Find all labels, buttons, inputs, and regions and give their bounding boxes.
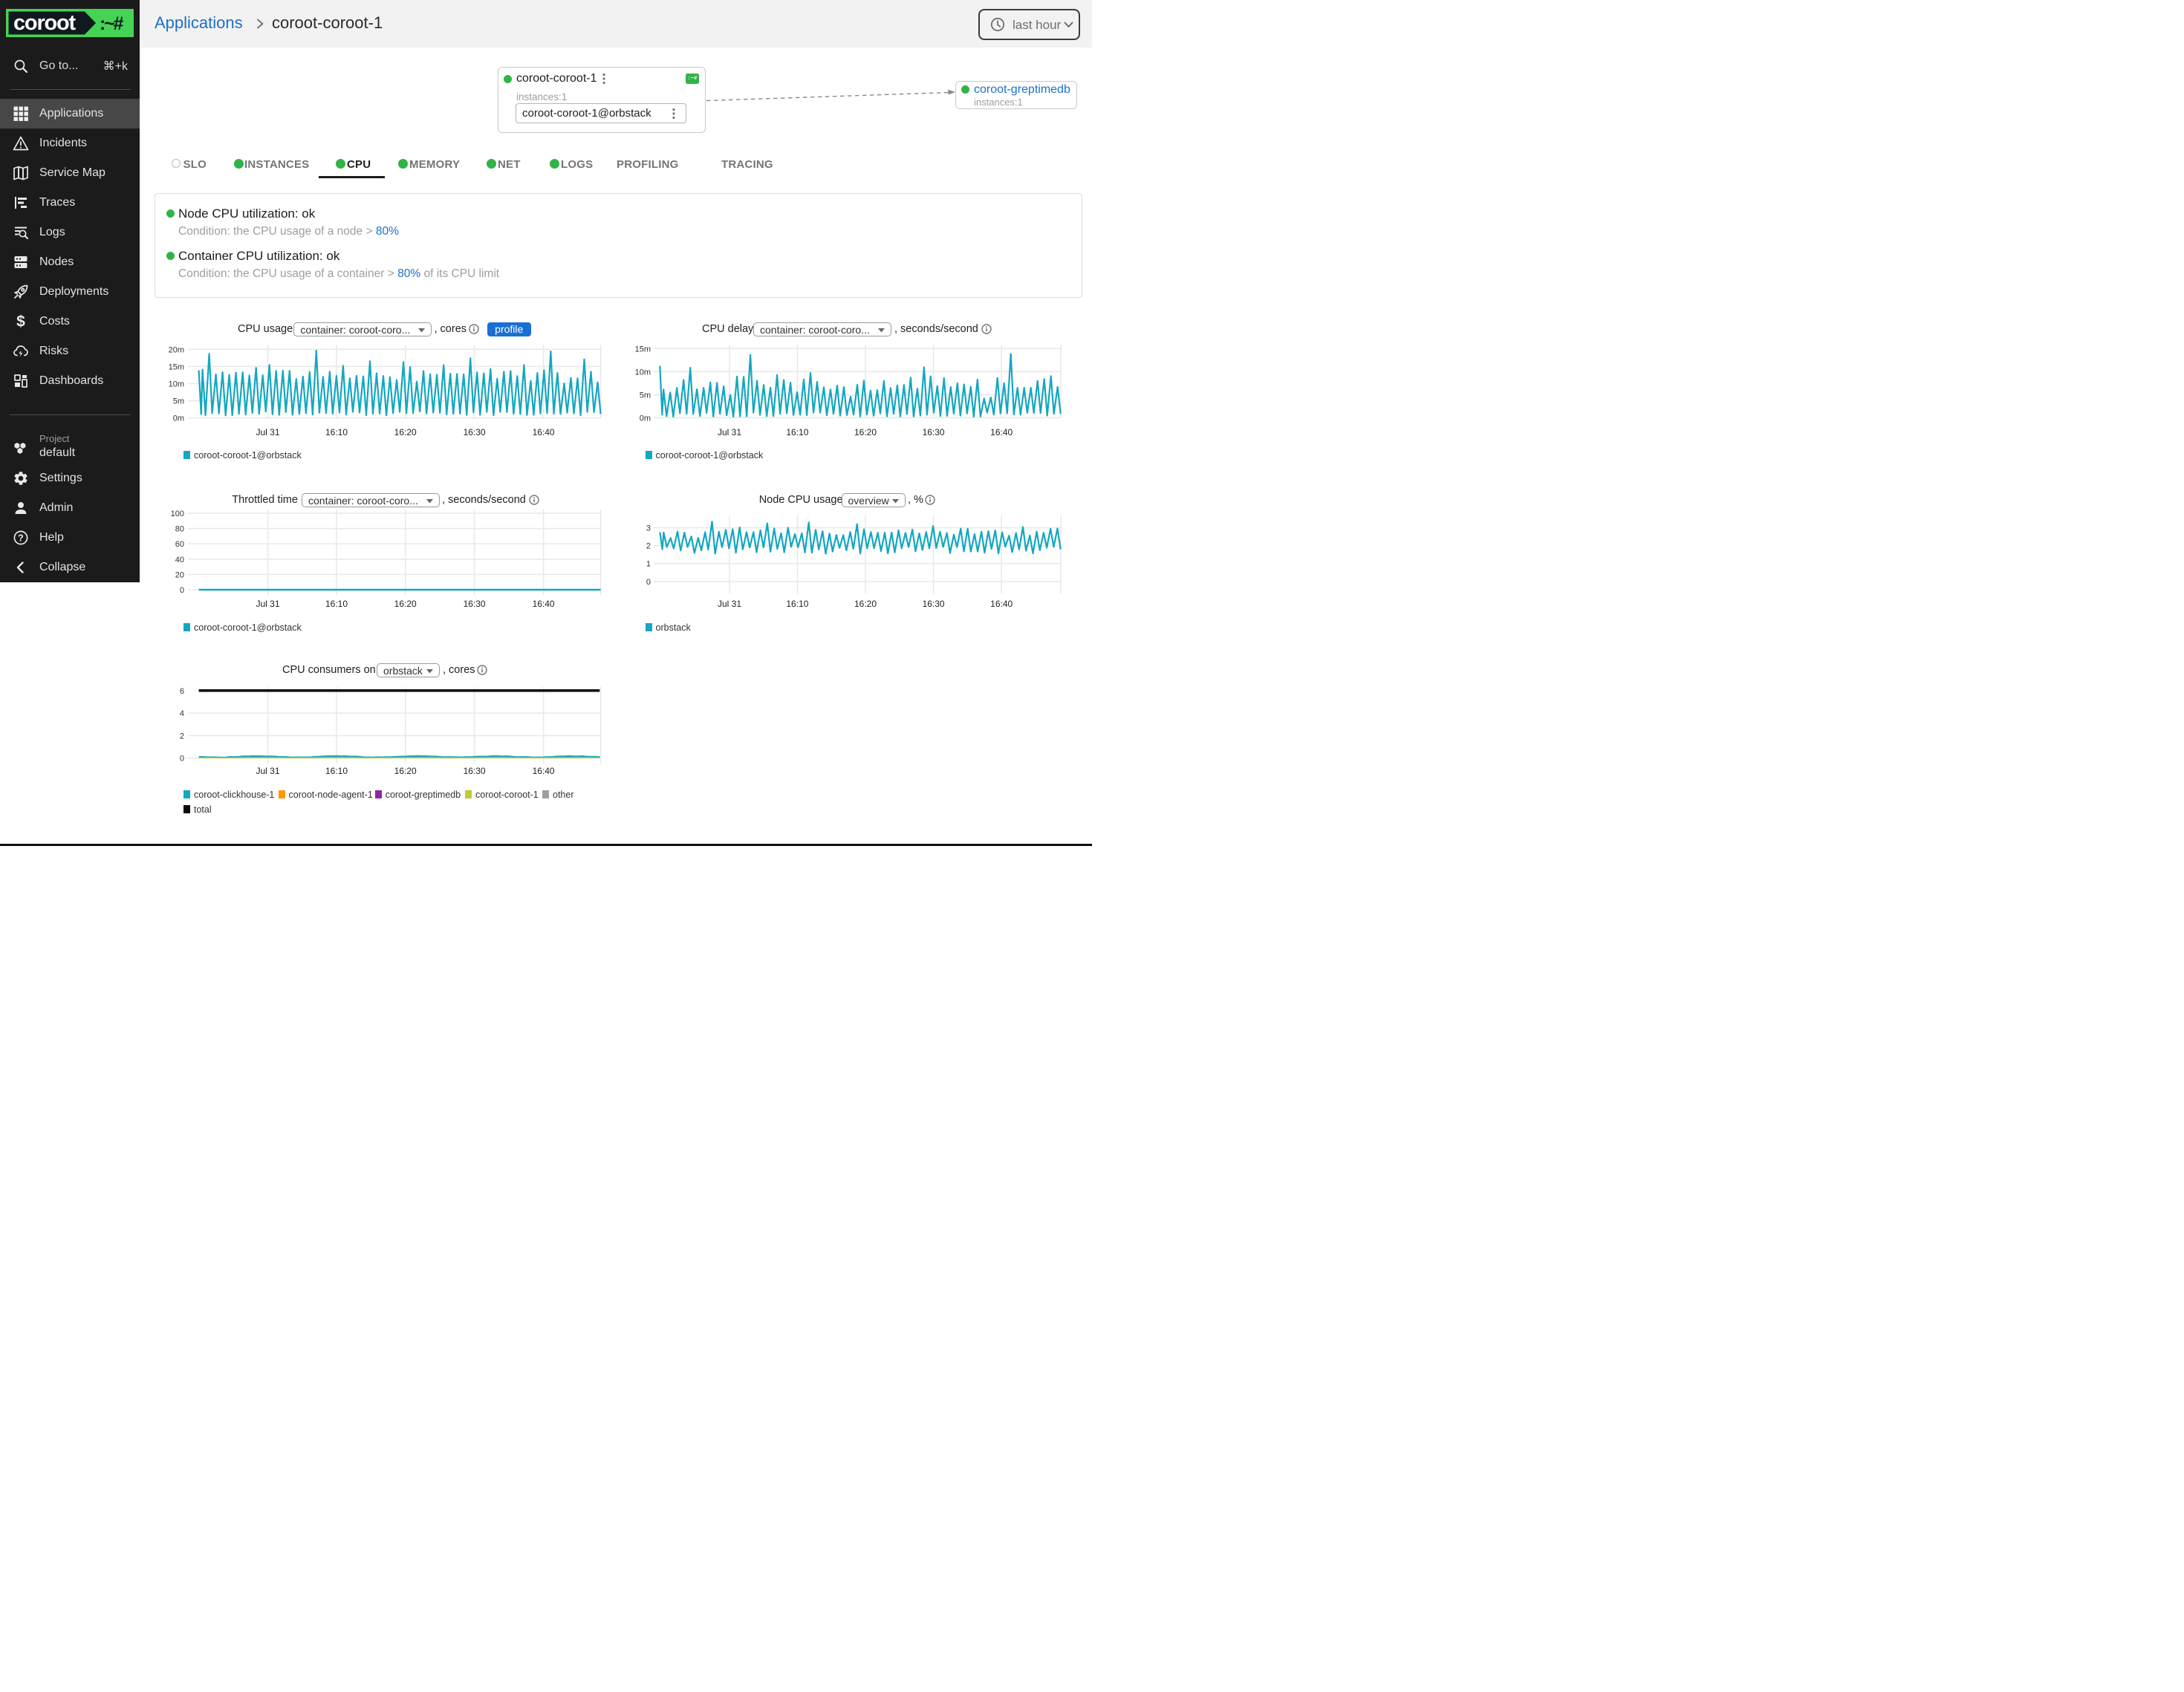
svg-text:2: 2 [180, 732, 184, 741]
svg-text:Jul 31: Jul 31 [718, 599, 741, 609]
svg-text:16:40: 16:40 [533, 599, 555, 609]
svg-text:Jul 31: Jul 31 [256, 766, 279, 776]
svg-text:15m: 15m [635, 345, 651, 354]
svg-text:5m: 5m [640, 391, 651, 400]
svg-text:16:10: 16:10 [786, 599, 808, 609]
svg-text:80: 80 [175, 525, 184, 534]
svg-text:16:20: 16:20 [854, 427, 877, 437]
svg-text:Jul 31: Jul 31 [718, 427, 741, 437]
svg-text:16:20: 16:20 [394, 766, 417, 776]
svg-text:0m: 0m [640, 414, 651, 423]
svg-text:1: 1 [646, 560, 651, 569]
svg-text:16:30: 16:30 [923, 599, 945, 609]
svg-text:16:30: 16:30 [464, 766, 486, 776]
svg-text:coroot: coroot [13, 11, 77, 35]
svg-text:2: 2 [646, 542, 651, 551]
svg-text:0: 0 [180, 755, 184, 764]
svg-text:16:40: 16:40 [533, 766, 555, 776]
svg-text:40: 40 [175, 556, 184, 564]
svg-text:Jul 31: Jul 31 [256, 427, 279, 437]
svg-text:60: 60 [175, 540, 184, 549]
svg-text:20m: 20m [169, 345, 184, 354]
svg-text:16:30: 16:30 [464, 427, 486, 437]
svg-text:0: 0 [180, 586, 184, 595]
svg-text:4: 4 [180, 709, 184, 718]
svg-text:100: 100 [171, 510, 184, 518]
svg-text:0m: 0m [173, 414, 184, 423]
svg-text:0: 0 [646, 578, 651, 587]
svg-text:6: 6 [180, 687, 184, 696]
svg-text:16:40: 16:40 [533, 427, 555, 437]
svg-text::~#: :~# [100, 13, 124, 34]
svg-text:$: $ [16, 313, 25, 331]
svg-text:10m: 10m [635, 368, 651, 377]
svg-text:16:10: 16:10 [786, 427, 808, 437]
svg-text:16:20: 16:20 [394, 599, 417, 609]
svg-text:Jul 31: Jul 31 [256, 599, 279, 609]
svg-text:16:20: 16:20 [394, 427, 417, 437]
svg-text:16:10: 16:10 [325, 766, 348, 776]
svg-text:16:30: 16:30 [923, 427, 945, 437]
svg-text:20: 20 [175, 570, 184, 579]
svg-text:10m: 10m [169, 380, 184, 389]
svg-text:16:10: 16:10 [325, 427, 348, 437]
svg-text:5m: 5m [173, 397, 184, 406]
svg-text:15m: 15m [169, 362, 184, 371]
svg-text:16:40: 16:40 [990, 599, 1013, 609]
svg-text:3: 3 [646, 524, 651, 533]
svg-text:16:40: 16:40 [990, 427, 1013, 437]
svg-text:16:10: 16:10 [325, 599, 348, 609]
svg-text:?: ? [18, 533, 24, 543]
svg-text:16:30: 16:30 [464, 599, 486, 609]
svg-text:16:20: 16:20 [854, 599, 877, 609]
